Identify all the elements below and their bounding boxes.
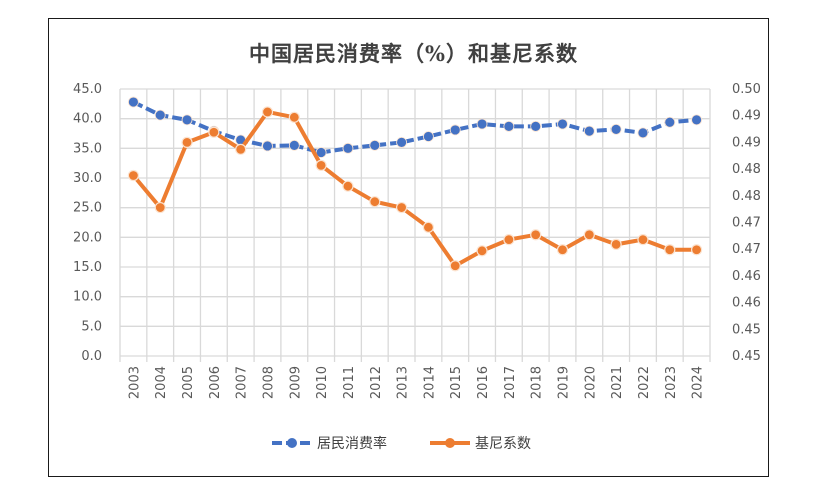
data-point [503,120,515,132]
data-point [261,106,274,118]
data-point [422,221,435,233]
data-point [154,201,166,214]
data-point [610,123,622,135]
y-right-tick-label: 0.48 [732,189,761,204]
x-tick-label: 2017 [503,366,518,399]
data-point [127,169,140,182]
data-point [262,140,273,152]
y-left-tick-label: 0.0 [81,349,102,364]
y-right-tick-label: 0.45 [732,349,761,364]
x-tick-label: 2019 [557,366,572,399]
x-tick-label: 2024 [691,366,706,399]
x-tick-label: 2016 [476,366,491,399]
chart-frame [48,18,769,477]
data-point [342,142,354,154]
y-left-tick-label: 15.0 [73,260,102,275]
data-point [288,111,300,123]
legend-label: 居民消费率 [317,435,387,452]
y-left-tick-label: 25.0 [73,201,102,216]
x-tick-label: 2020 [583,366,598,399]
y-right-tick-label: 0.46 [732,296,761,311]
legend-marker [287,438,297,448]
y-right-tick-label: 0.49 [732,135,761,150]
x-tick-label: 2003 [127,366,142,399]
data-point [664,116,676,128]
data-point [396,136,407,148]
data-point [583,229,595,241]
x-tick-label: 2004 [154,366,169,399]
legend-marker [445,438,455,448]
data-point [449,260,461,272]
y-left-tick-label: 20.0 [73,230,102,245]
data-point [690,244,703,256]
data-point [556,244,569,256]
data-point [476,118,488,130]
data-point [557,118,568,130]
y-left-tick-label: 10.0 [73,290,102,305]
x-tick-label: 2021 [610,366,625,399]
x-tick-label: 2011 [342,366,357,399]
data-point [315,159,327,171]
data-point [154,109,166,121]
data-point [530,229,542,241]
data-point [369,196,381,208]
data-point [664,244,676,256]
data-point [637,233,649,246]
chart-title: 中国居民消费率（%）和基尼系数 [249,41,578,66]
y-left-tick-label: 30.0 [73,171,102,186]
data-point [235,143,247,155]
y-left-tick-label: 40.0 [73,112,102,127]
data-point [691,114,702,126]
y-left-tick-label: 45.0 [73,82,102,97]
y-right-tick-label: 0.48 [732,162,761,177]
x-tick-label: 2015 [449,366,464,399]
series-line-gini [131,109,697,268]
data-point [583,125,595,137]
x-tick-label: 2007 [235,366,250,399]
x-tick-label: 2006 [208,366,223,399]
data-point [208,126,220,138]
data-point [476,245,488,257]
y-right-tick-label: 0.50 [732,82,761,97]
data-point [637,127,649,139]
y-left-tick-label: 5.0 [81,319,102,334]
x-tick-label: 2010 [315,366,330,399]
data-point [449,124,461,136]
data-point [395,201,408,214]
data-point [369,139,381,151]
data-point [342,180,354,192]
x-tick-label: 2009 [288,366,303,399]
data-point [423,131,434,142]
data-point [288,139,300,151]
y-right-tick-label: 0.45 [732,322,761,337]
y-left-tick-label: 35.0 [73,141,102,156]
x-tick-label: 2014 [422,366,437,399]
x-tick-label: 2013 [396,366,411,399]
data-point [128,96,139,108]
y-right-tick-label: 0.47 [732,216,761,231]
legend-label: 基尼系数 [475,435,531,452]
data-point [530,120,542,132]
data-point [181,136,193,148]
y-right-tick-label: 0.49 [732,109,761,124]
x-tick-label: 2012 [369,366,384,399]
data-point [503,233,515,246]
data-point [181,114,193,126]
y-right-tick-label: 0.47 [732,242,761,257]
x-tick-label: 2005 [181,366,196,399]
x-tick-label: 2022 [637,366,652,399]
x-tick-label: 2008 [262,366,277,399]
x-tick-label: 2018 [530,366,545,399]
y-right-tick-label: 0.46 [732,269,761,284]
series-line-consumption-rate [132,100,697,155]
data-point [610,238,622,250]
x-tick-label: 2023 [664,366,679,399]
